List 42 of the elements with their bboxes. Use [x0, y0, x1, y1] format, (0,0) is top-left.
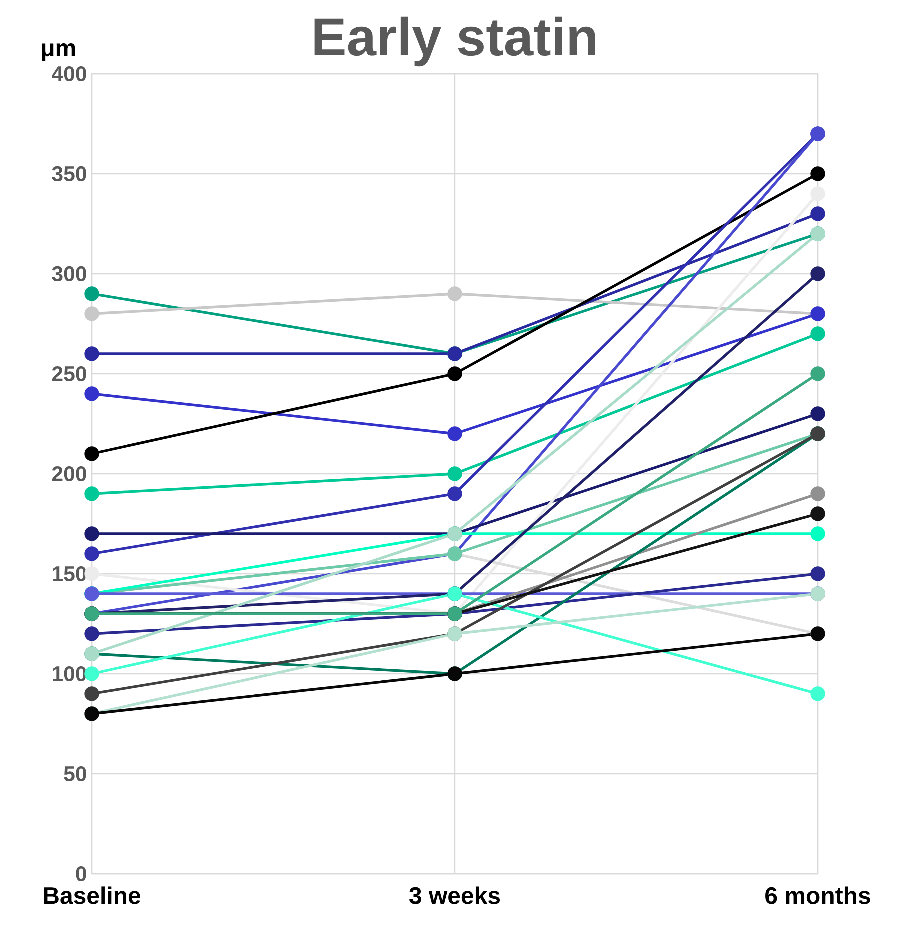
- point: [84, 546, 100, 562]
- chart-title: Early statin: [314, 16, 596, 67]
- point: [84, 446, 100, 462]
- point: [84, 306, 100, 322]
- y-tick-label: 300: [52, 266, 86, 282]
- point: [810, 326, 826, 342]
- x-tick-label: 6 months: [766, 886, 870, 904]
- point: [810, 506, 826, 522]
- point: [84, 566, 100, 582]
- y-tick-label: 350: [52, 166, 86, 182]
- y-tick-label: 400: [52, 66, 86, 82]
- y-tick-label: 150: [53, 566, 86, 582]
- y-axis-title: μm: [42, 43, 76, 62]
- y-tick-label: 50: [64, 766, 86, 782]
- point: [810, 186, 826, 202]
- x-tick-label: Baseline: [44, 886, 141, 904]
- point: [810, 366, 826, 382]
- point: [810, 566, 826, 582]
- y-tick-label: 200: [52, 466, 86, 482]
- point: [810, 206, 826, 222]
- point: [810, 166, 826, 182]
- point: [810, 526, 826, 542]
- point: [84, 626, 100, 642]
- point: [84, 386, 100, 402]
- x-tick-label: 3 weeks: [410, 886, 500, 904]
- point: [448, 286, 462, 302]
- point: [84, 686, 100, 702]
- point: [448, 426, 462, 442]
- point: [810, 686, 826, 702]
- point: [84, 666, 100, 682]
- point: [448, 366, 462, 382]
- point: [810, 266, 826, 282]
- point: [810, 406, 826, 422]
- point: [84, 346, 100, 362]
- point: [84, 286, 100, 302]
- point: [84, 486, 100, 502]
- point: [448, 466, 462, 482]
- point: [84, 526, 100, 542]
- point: [810, 486, 826, 502]
- y-tick-label: 250: [52, 366, 86, 382]
- y-tick-label: 0: [76, 866, 86, 882]
- point: [448, 486, 462, 502]
